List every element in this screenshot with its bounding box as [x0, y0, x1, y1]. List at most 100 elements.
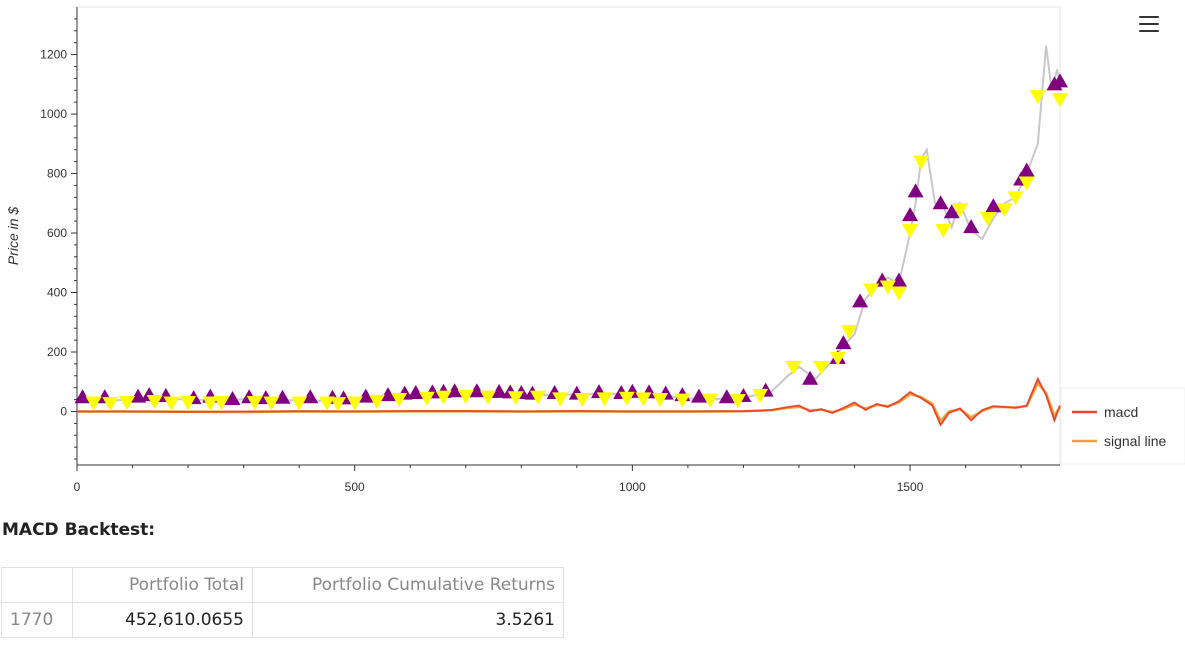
hamburger-menu-icon[interactable]	[1139, 16, 1159, 34]
results-table: Portfolio Total Portfolio Cumulative Ret…	[1, 567, 564, 638]
sell-marker	[952, 203, 969, 218]
y-tick-label: 0	[60, 404, 67, 418]
sell-marker	[346, 396, 363, 411]
sell-marker	[85, 396, 102, 411]
buy-marker	[74, 389, 91, 404]
buy-marker	[1052, 73, 1068, 88]
buy-marker	[691, 388, 708, 403]
buy-marker	[902, 207, 919, 222]
buy-marker	[907, 183, 924, 198]
buy-marker	[446, 383, 463, 398]
sell-marker	[263, 396, 280, 411]
y-axis: 0 200 400 600 800 1000 1200	[40, 7, 78, 465]
header-cumulative-returns: Portfolio Cumulative Returns	[252, 567, 564, 603]
sell-marker	[752, 388, 769, 403]
buy-marker	[357, 388, 374, 403]
sell-marker	[879, 280, 896, 295]
legend: macd signal line	[1060, 387, 1185, 465]
plot-frame	[76, 6, 1061, 466]
sell-marker	[785, 360, 802, 375]
table-row: 1770 452,610.0655 3.5261	[1, 602, 564, 638]
sell-marker	[102, 397, 119, 412]
sell-marker	[935, 224, 952, 239]
buy-marker	[468, 383, 485, 398]
buy-marker	[224, 390, 241, 405]
buy-marker	[302, 389, 319, 404]
sell-marker	[1007, 191, 1024, 206]
buy-marker	[407, 385, 424, 400]
x-axis: 0 500 1000 1500	[74, 464, 1060, 494]
sell-marker	[840, 325, 857, 340]
header-portfolio-total: Portfolio Total	[72, 567, 253, 603]
sell-marker	[552, 392, 569, 407]
buy-marker	[274, 389, 291, 404]
sell-marker	[702, 393, 719, 408]
sell-marker	[729, 394, 746, 409]
cell-cumulative-returns: 3.5261	[252, 602, 564, 638]
x-tick-label: 500	[345, 480, 365, 494]
macd-line	[77, 376, 1061, 427]
sell-marker	[813, 360, 830, 375]
sell-marker	[163, 396, 180, 411]
y-tick-label: 1200	[40, 48, 67, 62]
sell-marker	[507, 391, 524, 406]
sell-marker	[913, 155, 930, 170]
legend-label-macd: macd	[1104, 404, 1138, 420]
buy-marker	[130, 388, 147, 403]
section-title: MACD Backtest:	[2, 520, 156, 540]
buy-marker	[963, 219, 980, 234]
sell-marker	[1052, 93, 1068, 108]
buy-marker	[718, 389, 735, 404]
buy-marker	[852, 293, 869, 308]
sell-marker	[863, 283, 880, 298]
buy-marker	[835, 335, 852, 350]
sell-marker	[979, 212, 996, 227]
table-header-row: Portfolio Total Portfolio Cumulative Ret…	[1, 567, 564, 603]
sell-marker	[146, 395, 163, 410]
y-tick-label: 800	[47, 167, 67, 181]
plot-area	[74, 45, 1068, 427]
sell-marker	[435, 390, 452, 405]
sell-marker	[635, 392, 652, 407]
x-tick-label: 1500	[897, 480, 924, 494]
sell-marker	[180, 395, 197, 410]
sell-marker	[574, 392, 591, 407]
sell-marker	[529, 390, 546, 405]
sell-marker	[213, 395, 230, 410]
sell-marker	[479, 390, 496, 405]
sell-marker	[1029, 90, 1046, 105]
sell-marker	[418, 391, 435, 406]
buy-marker	[1018, 162, 1035, 177]
sell-marker	[902, 224, 919, 239]
sell-marker	[118, 395, 135, 410]
sell-marker	[391, 392, 408, 407]
sell-marker	[996, 203, 1013, 218]
sell-marker	[202, 396, 219, 411]
y-tick-label: 600	[47, 226, 67, 240]
y-tick-label: 1000	[40, 107, 67, 121]
buy-marker	[491, 383, 508, 398]
header-index	[1, 567, 73, 603]
legend-label-signal-line: signal line	[1104, 433, 1166, 449]
sell-marker	[330, 397, 347, 412]
y-axis-label: Price in $	[5, 207, 21, 266]
sell-marker	[1018, 176, 1035, 191]
buy-marker	[943, 204, 960, 219]
sell-marker	[652, 392, 669, 407]
buy-marker	[890, 272, 907, 287]
buy-marker	[985, 198, 1002, 213]
sell-marker	[291, 396, 308, 411]
legend-box	[1060, 387, 1185, 465]
row-index: 1770	[1, 602, 73, 638]
sell-marker	[246, 395, 263, 410]
sell-marker	[829, 351, 846, 366]
sell-marker	[890, 286, 907, 301]
x-tick-label: 1000	[619, 480, 646, 494]
sell-marker	[618, 391, 635, 406]
buy-marker	[932, 195, 949, 210]
x-tick-label: 0	[74, 480, 81, 494]
sell-marker	[596, 392, 613, 407]
macd-chart: 0 200 400 600 800 1000 1200 0 500 1000 1500 Price…	[5, 6, 1185, 494]
cell-portfolio-total: 452,610.0655	[72, 602, 253, 638]
sell-marker	[368, 394, 385, 409]
